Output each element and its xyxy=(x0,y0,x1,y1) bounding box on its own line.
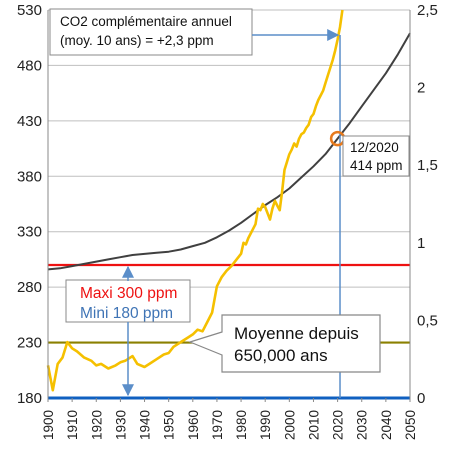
x-tick-label: 1970 xyxy=(210,410,225,440)
y-left-tick-label: 380 xyxy=(17,168,42,185)
annotations: CO2 complémentaire annuel (moy. 10 ans) … xyxy=(49,8,410,397)
y-right-tick-label: 0 xyxy=(417,390,425,407)
series-annual-increase xyxy=(46,9,344,392)
y-left-tick-label: 280 xyxy=(17,279,42,296)
x-tick-label: 1980 xyxy=(234,410,249,440)
y-left-tick-label: 180 xyxy=(17,390,42,407)
y-right-tick-label: 0,5 xyxy=(417,312,438,329)
annotation-mini: Mini 180 ppm xyxy=(80,305,173,322)
x-tick-label: 1920 xyxy=(89,410,104,440)
annotation-callout-average xyxy=(188,314,381,373)
y-left-tick-label: 480 xyxy=(17,57,42,74)
annotation-box-maxmin xyxy=(65,279,191,323)
x-tick-label: 1910 xyxy=(65,410,80,440)
x-tick-label: 1990 xyxy=(258,410,273,440)
x-tick-label: 1930 xyxy=(113,410,128,440)
tick-labels: 180 230 280 330 380 430 480 530 0 0,5 1 1,5 2 2,5 1900… xyxy=(17,2,438,440)
x-tick-label: 2010 xyxy=(306,410,321,440)
x-tick-label: 2040 xyxy=(379,410,394,440)
annotation-maxi: Maxi 300 ppm xyxy=(80,285,177,302)
y-right-tick-label: 2 xyxy=(417,80,425,97)
y-right-tick-label: 1,5 xyxy=(417,157,438,174)
x-tick-label: 1950 xyxy=(162,410,177,440)
y-left-tick-label: 230 xyxy=(17,335,42,352)
annotation-2020-date: 12/2020 xyxy=(350,140,399,155)
y-left-tick-label: 330 xyxy=(17,224,42,241)
annotation-average-line2: 650,000 ans xyxy=(234,346,328,365)
x-tick-label: 1900 xyxy=(41,410,56,440)
y-left-tick-label: 530 xyxy=(17,2,42,19)
x-tick-label: 2050 xyxy=(403,410,418,440)
annotation-box-2020 xyxy=(342,135,410,177)
x-tick-label: 2000 xyxy=(282,410,297,440)
annotation-co2-line2: (moy. 10 ans) = +2,3 ppm xyxy=(60,33,214,48)
annotation-box-co2 xyxy=(49,8,253,56)
series-lines xyxy=(46,9,411,392)
annotation-average-line1: Moyenne depuis xyxy=(234,324,359,343)
axes xyxy=(47,10,411,402)
series-co2-ppm xyxy=(47,32,411,271)
annotation-2020-value: 414 ppm xyxy=(350,158,403,173)
x-tick-label: 1960 xyxy=(186,410,201,440)
y-right-tick-label: 1 xyxy=(417,235,425,252)
annotation-co2-line1: CO2 complémentaire annuel xyxy=(60,14,232,29)
x-tick-label: 2020 xyxy=(331,410,346,440)
y-right-tick-label: 2,5 xyxy=(417,2,438,19)
x-tick-label: 2030 xyxy=(355,410,370,440)
x-tick-label: 1940 xyxy=(138,410,153,440)
y-left-tick-label: 430 xyxy=(17,113,42,130)
